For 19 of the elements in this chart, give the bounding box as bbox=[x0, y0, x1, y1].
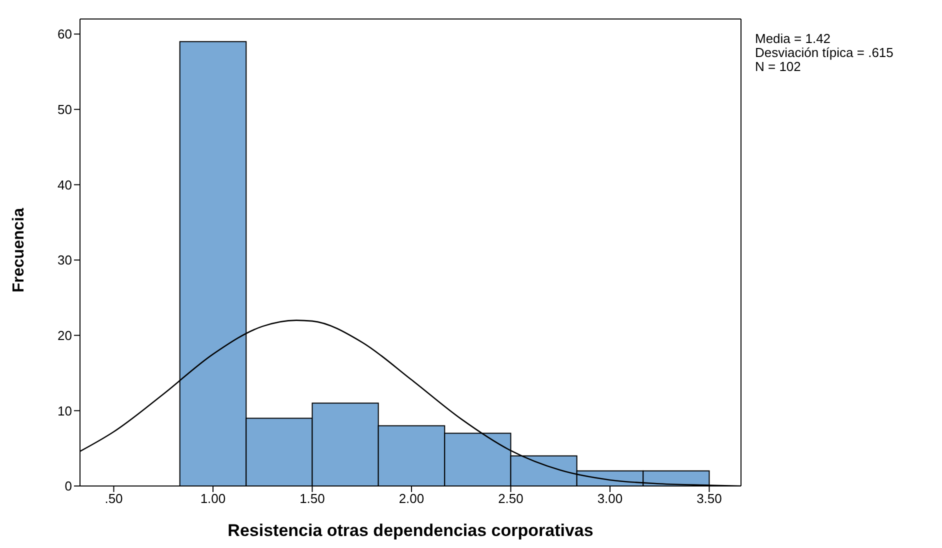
text: Media = 1.42 bbox=[755, 31, 832, 46]
x-tick-label: 2.50 bbox=[498, 491, 524, 506]
x-tick-label: 2.00 bbox=[398, 491, 424, 506]
y-tick-label: 0 bbox=[64, 478, 72, 494]
x-tick-label: 3.50 bbox=[696, 491, 722, 506]
y-tick-label: 50 bbox=[58, 102, 72, 117]
x-tick-label: 1.50 bbox=[300, 491, 325, 506]
x-tick-label: 3.00 bbox=[597, 491, 623, 506]
y-tick-label: 20 bbox=[58, 328, 72, 343]
y-tick-label: 40 bbox=[58, 177, 72, 192]
text: Desviación típica = .615 bbox=[755, 45, 894, 60]
y-tick-label: 10 bbox=[58, 403, 72, 418]
x-tick-label: 1.00 bbox=[200, 491, 226, 506]
y-tick-label: 30 bbox=[58, 252, 72, 268]
text: N = 102 bbox=[755, 59, 802, 74]
y-tick-label: 60 bbox=[58, 26, 72, 42]
x-axis-title: Resistencia otras dependencias corporativas bbox=[228, 521, 594, 540]
x-tick-label: .50 bbox=[104, 491, 123, 506]
y-axis-title: Frecuencia bbox=[10, 208, 28, 292]
